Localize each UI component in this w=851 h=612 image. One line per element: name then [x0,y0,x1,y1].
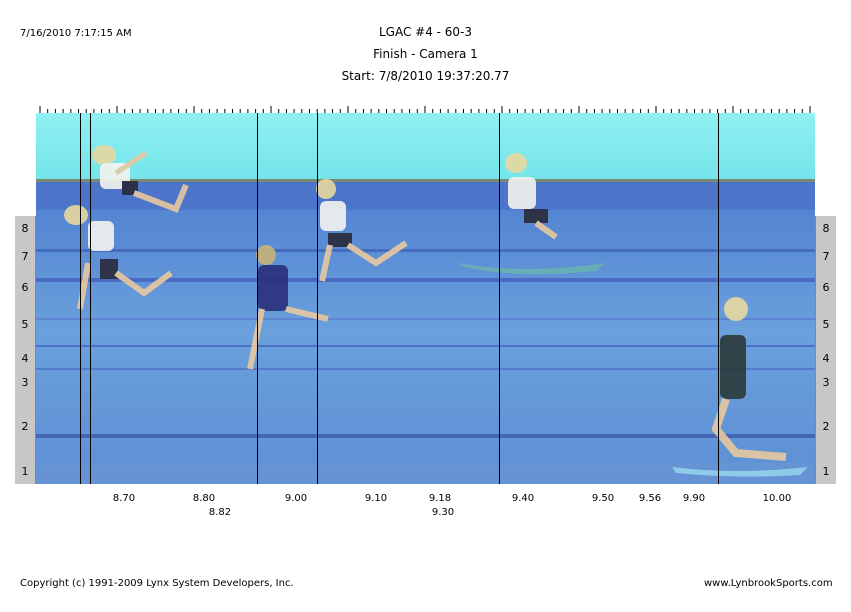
time-label: 9.90 [682,493,706,504]
horizon-line [36,179,815,182]
finish-time-line [90,113,91,484]
finish-photo [36,113,815,484]
time-label: 9.56 [638,493,662,504]
athlete-lane-7 [64,205,173,310]
time-label: 9.18 [428,493,452,504]
start-time: Start: 7/8/2010 19:37:20.77 [341,69,510,83]
lane-number-1-right: 1 [815,458,836,484]
track-surface [36,182,815,484]
lane-number-7-left: 7 [15,241,36,272]
time-label: 10.00 [762,493,792,504]
lane-number-3-right: 3 [815,370,836,394]
time-label: 9.10 [364,493,388,504]
print-timestamp: 7/16/2010 7:17:15 AM [20,28,132,39]
copyright-text: Copyright (c) 1991-2009 Lynx System Deve… [20,578,294,589]
time-label: 9.30 [431,507,455,518]
website-text: www.LynbrookSports.com [704,578,833,589]
athlete-lane-6 [247,245,329,370]
time-label: 8.82 [208,507,232,518]
time-label: 9.50 [591,493,615,504]
time-label: 8.80 [192,493,216,504]
time-label: 9.00 [284,493,308,504]
sky-band [36,113,815,181]
finish-time-line [499,113,500,484]
athlete-lane-7b [316,179,408,282]
lane-number-7-right: 7 [815,241,836,272]
athlete-lane-2 [672,297,808,477]
time-label: 9.40 [511,493,535,504]
finish-time-line [718,113,719,484]
lane-number-6-left: 6 [15,272,36,303]
race-title: LGAC #4 - 60-3 [378,25,473,39]
finish-time-line [80,113,81,484]
lane-number-5-right: 5 [815,303,836,346]
lane-number-6-right: 6 [815,272,836,303]
athlete-lane-8 [92,145,189,213]
lane-number-2-right: 2 [815,394,836,458]
top-tick-ruler [39,106,811,113]
lane-number-8-right: 8 [815,216,836,241]
lane-number-4-left: 4 [15,346,36,370]
camera-label: Finish - Camera 1 [373,47,478,61]
time-label: 8.70 [112,493,136,504]
finish-time-line [257,113,258,484]
lane-number-3-left: 3 [15,370,36,394]
lane-number-5-left: 5 [15,303,36,346]
athlete-lane-8b [458,153,606,275]
finish-time-line [317,113,318,484]
lane-number-2-left: 2 [15,394,36,458]
lane-number-4-right: 4 [815,346,836,370]
lane-number-1-left: 1 [15,458,36,484]
lane-number-8-left: 8 [15,216,36,241]
